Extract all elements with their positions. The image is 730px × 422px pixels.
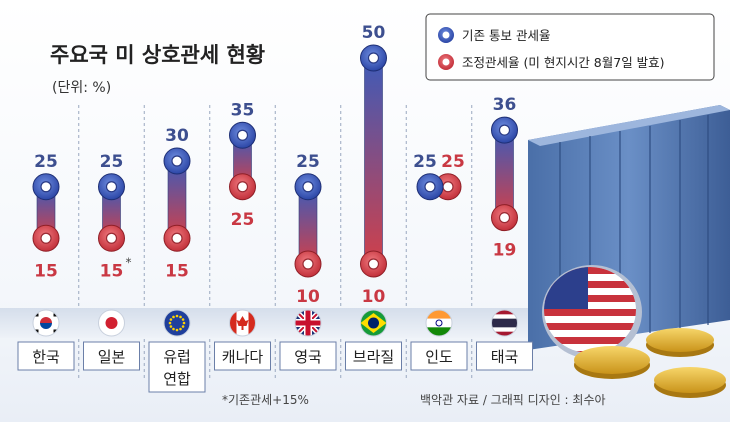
flag-shelf — [0, 308, 540, 338]
unit-label: (단위: %) — [52, 80, 111, 96]
existing-rate-dot-center — [424, 181, 436, 193]
adjusted-rate-label: 25 — [441, 152, 465, 172]
category-label: 인도 — [425, 348, 453, 366]
existing-rate-dot-center — [302, 181, 314, 193]
legend: 기존 통보 관세율 조정관세율 (미 현지시간 8월7일 발효) — [425, 13, 715, 81]
adjusted-rate-dot-center — [498, 212, 511, 224]
category-label: 유럽 — [163, 348, 191, 366]
chart-title: 주요국 미 상호관세 현황 — [50, 43, 265, 67]
column-separators — [78, 105, 473, 380]
range-bar — [364, 57, 383, 265]
existing-rate-label: 25 — [413, 152, 437, 172]
existing-rate-dot-center — [105, 181, 118, 193]
existing-rate-label: 25 — [296, 152, 320, 172]
legend-item-existing: 기존 통보 관세율 — [438, 27, 550, 43]
category-label: 태국 — [491, 348, 519, 366]
adjusted-rate-dot-center — [105, 232, 118, 244]
dumbbell-5: 50 10 브라질 — [345, 23, 402, 371]
dumbbell-3: 35 25 캐나다 — [214, 100, 271, 371]
dumbbell-7: 36 19 태국 — [476, 95, 533, 371]
existing-rate-dot-center — [40, 181, 52, 193]
adjusted-rate-label: 10 — [296, 287, 320, 307]
japan-flag-icon — [98, 309, 125, 337]
adjusted-rate-dot-center — [367, 258, 380, 270]
brazil-flag-icon — [360, 309, 387, 337]
category-label: 캐나다 — [222, 348, 264, 366]
category-box — [345, 341, 402, 371]
existing-rate-dot-center — [171, 155, 183, 167]
existing-rate-label: 25 — [100, 152, 124, 172]
adjusted-rate-label: 19 — [493, 241, 517, 261]
dumbbell-0: 25 15 한국 — [17, 152, 75, 371]
existing-rate-dot-center — [236, 129, 249, 141]
adjusted-rate-dot-center — [302, 258, 314, 270]
footnote: *기존관세+15% — [222, 393, 309, 407]
existing-rate-label: 30 — [165, 126, 189, 146]
korea-flag-icon — [32, 309, 60, 337]
eu-flag-icon — [163, 309, 191, 337]
adjusted-rate-label: 15 — [100, 261, 124, 281]
category-box — [279, 341, 337, 371]
footnote-marker: * — [126, 255, 132, 269]
us-flag-coin-icon — [542, 265, 642, 359]
dumbbell-4: 25 10 영국 — [279, 152, 337, 371]
adjusted-rate-dot-center — [40, 232, 52, 244]
existing-rate-label: 50 — [362, 23, 386, 43]
gold-coins-icon — [574, 328, 726, 398]
existing-rate-dot-center — [367, 52, 380, 64]
category-box — [214, 341, 271, 371]
adjusted-rate-dot-center — [171, 232, 183, 244]
legend-label-adjusted: 조정관세율 (미 현지시간 8월7일 발효) — [462, 55, 665, 70]
existing-rate-label: 36 — [493, 95, 517, 115]
canada-flag-icon — [229, 309, 256, 337]
category-label: 연합 — [163, 370, 191, 388]
source-credit: 백악관 자료 / 그래픽 디자인 : 최수아 — [420, 393, 606, 407]
dumbbell-6: 25 25 인도 — [410, 152, 468, 371]
adjusted-rate-label: 10 — [362, 287, 386, 307]
adjusted-rate-label: 15 — [165, 261, 189, 281]
dumbbell-1: 25 15 * 일본 — [83, 152, 140, 371]
adjusted-rate-dot-center — [236, 181, 249, 193]
existing-rate-dot-center — [498, 124, 511, 136]
legend-label-existing: 기존 통보 관세율 — [462, 28, 550, 43]
uk-flag-icon — [294, 309, 322, 337]
category-box — [476, 341, 533, 371]
adjusted-rate-label: 25 — [231, 210, 255, 230]
category-box — [83, 341, 140, 371]
category-box — [17, 341, 75, 371]
india-flag-icon — [425, 309, 453, 337]
category-box — [410, 341, 468, 371]
existing-rate-label: 35 — [231, 100, 255, 120]
thailand-flag-icon — [491, 309, 518, 337]
category-label: 한국 — [32, 348, 60, 366]
category-label: 일본 — [98, 348, 126, 366]
category-box — [148, 341, 206, 393]
adjusted-rate-label: 15 — [34, 261, 58, 281]
adjusted-rate-dot-center — [442, 181, 454, 193]
legend-item-adjusted: 조정관세율 (미 현지시간 8월7일 발효) — [438, 54, 665, 70]
category-label: 브라질 — [353, 348, 394, 366]
existing-rate-label: 25 — [34, 152, 58, 172]
category-label: 영국 — [294, 348, 322, 366]
